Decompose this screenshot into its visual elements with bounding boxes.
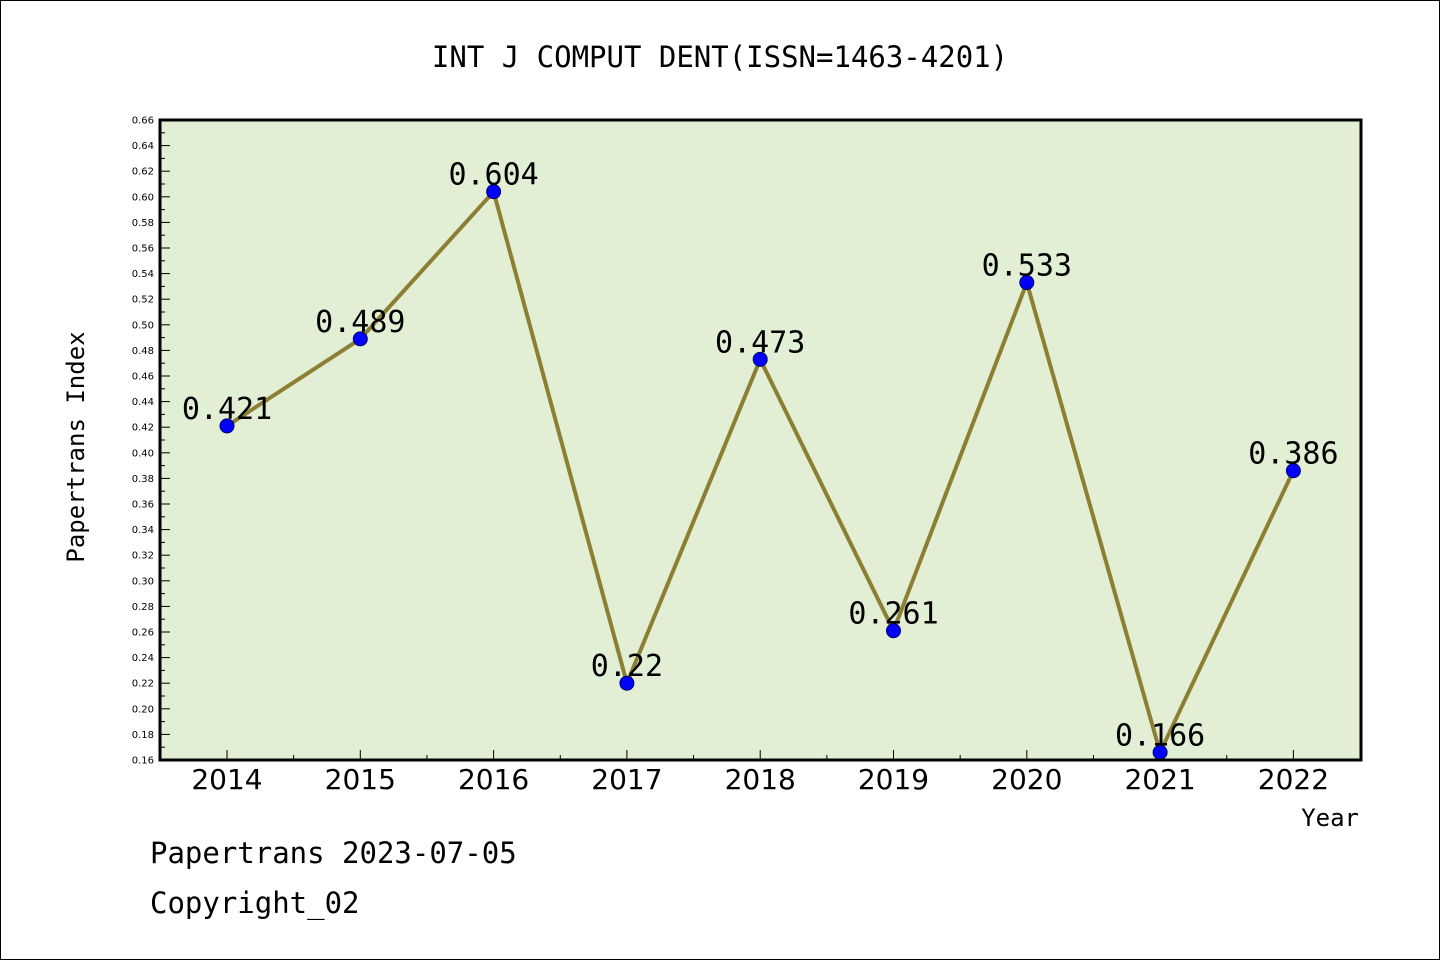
data-label: 0.166 — [1115, 718, 1205, 753]
data-label: 0.604 — [448, 158, 538, 193]
data-point — [886, 623, 901, 639]
y-tick-label: 0.46 — [132, 372, 154, 383]
data-label: 0.473 — [715, 325, 805, 360]
x-tick-label: 2016 — [458, 763, 529, 796]
data-point — [219, 418, 235, 434]
x-axis-label: Year — [1301, 804, 1359, 832]
data-point — [619, 675, 635, 691]
y-tick-label: 0.28 — [132, 602, 154, 613]
y-tick-label: 0.50 — [132, 320, 154, 331]
y-tick-label: 0.56 — [132, 244, 154, 255]
y-tick-label: 0.36 — [132, 500, 154, 511]
data-label: 0.421 — [182, 392, 272, 427]
x-tick-label: 2018 — [725, 763, 796, 796]
data-label: 0.489 — [315, 305, 405, 340]
data-point — [1285, 463, 1301, 479]
y-tick-label: 0.16 — [132, 756, 154, 767]
y-tick-label: 0.60 — [132, 192, 154, 203]
chart-title: INT J COMPUT DENT(ISSN=1463-4201) — [432, 40, 1008, 74]
x-tick-label: 2022 — [1258, 763, 1329, 796]
data-point — [1019, 275, 1035, 291]
y-axis-label: Papertrans Index — [62, 331, 90, 562]
data-point — [352, 331, 368, 347]
plot-area — [160, 120, 1361, 760]
data-point — [752, 351, 768, 367]
y-tick-label: 0.40 — [132, 448, 154, 459]
data-markers — [219, 184, 1301, 760]
x-tick-label: 2020 — [991, 763, 1062, 796]
y-tick-label: 0.34 — [132, 525, 154, 536]
footer-copyright: Copyright_02 — [150, 886, 360, 920]
y-tick-label: 0.66 — [132, 116, 154, 127]
y-tick-label: 0.38 — [132, 474, 154, 485]
data-point — [486, 184, 502, 200]
x-tick-label: 2014 — [191, 763, 262, 796]
y-tick-label: 0.48 — [132, 346, 154, 357]
y-tick-label: 0.62 — [132, 167, 154, 178]
y-tick-label: 0.32 — [132, 551, 154, 562]
y-tick-label: 0.30 — [132, 576, 154, 587]
data-label: 0.386 — [1248, 437, 1338, 472]
footer-date: Papertrans 2023-07-05 — [150, 836, 517, 870]
y-tick-label: 0.42 — [132, 423, 154, 434]
x-tick-label: 2015 — [325, 763, 396, 796]
y-tick-label: 0.26 — [132, 628, 154, 639]
data-labels: 0.421 0.489 0.604 0.22 0.473 0.261 0.533 0.166 0… — [182, 158, 1339, 754]
y-tick-label: 0.64 — [132, 141, 154, 152]
y-tick-label: 0.20 — [132, 704, 154, 715]
y-tick-label: 0.18 — [132, 730, 154, 741]
x-tick-label: 2017 — [591, 763, 662, 796]
x-tick-label: 2019 — [858, 763, 929, 796]
y-tick-label: 0.54 — [132, 269, 154, 280]
y-tick-label: 0.52 — [132, 295, 154, 306]
y-tick-label: 0.58 — [132, 218, 154, 229]
x-tick-label: 2021 — [1124, 763, 1195, 796]
plot-border — [158, 118, 1363, 762]
data-label: 0.533 — [982, 249, 1072, 284]
data-label: 0.22 — [591, 649, 663, 684]
y-axis-ticks: 0.16 0.18 0.20 0.22 0.24 0.26 0.28 0.30 0.32 0.34… — [132, 116, 170, 767]
data-label: 0.261 — [848, 597, 938, 632]
y-tick-label: 0.44 — [132, 397, 154, 408]
x-axis-ticks: 2014 2015 2016 2017 2018 2019 2020 2021 2022 — [191, 750, 1329, 796]
y-tick-label: 0.22 — [132, 679, 154, 690]
y-tick-label: 0.24 — [132, 653, 154, 664]
